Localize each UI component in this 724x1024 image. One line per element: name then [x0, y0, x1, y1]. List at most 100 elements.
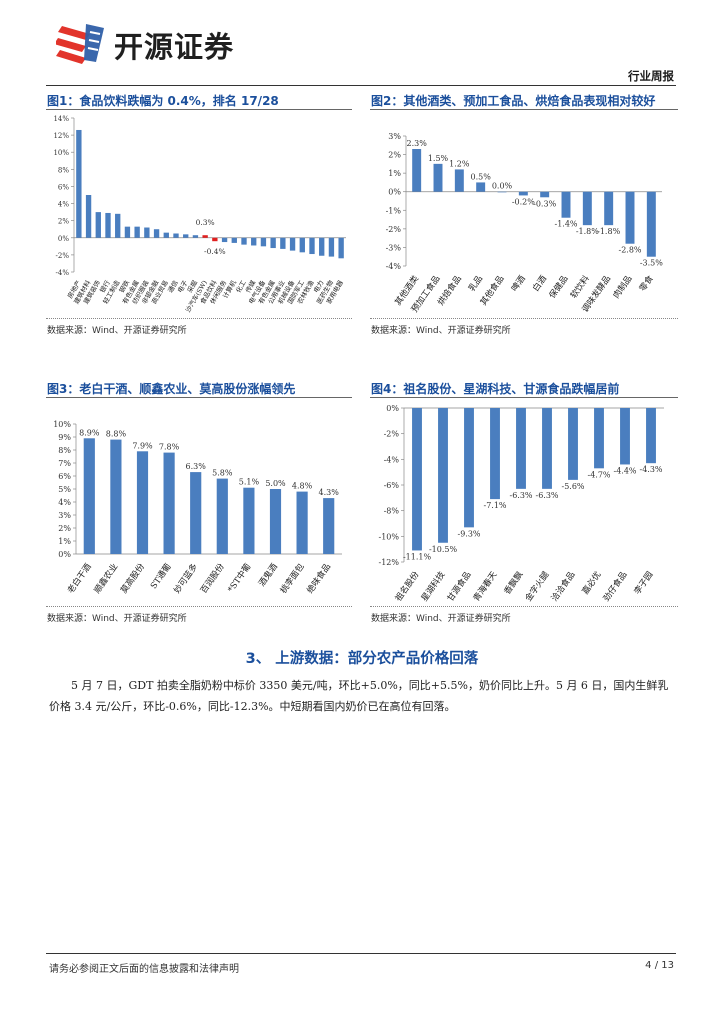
chart2-y-tick-label: 3% — [388, 132, 401, 141]
figure-2-source: 数据来源：Wind、开源证券研究所 — [371, 326, 511, 336]
chart4-bar — [412, 408, 422, 551]
chart2-data-label: -2.8% — [618, 246, 641, 255]
figure-3-chart: 0% 1% 2% 3% 4% 5% 6% 7% 8% 9% 10% 8.9% 老白干酒 8.8% 顺鑫农业 7… — [46, 398, 352, 603]
chart1-annotation: -0.4% — [204, 247, 226, 256]
figure-3-top-rule — [46, 397, 352, 398]
figure-3-bottom-rule — [46, 606, 352, 607]
chart2-bar — [518, 191, 528, 196]
chart1-y-tick-label: 4% — [58, 201, 69, 209]
chart4-bar — [594, 408, 604, 469]
chart4-category-label: 李子园 — [632, 569, 656, 596]
chart4-bar — [516, 408, 526, 489]
chart1-bar — [280, 237, 286, 249]
section-paragraph: 5 月 7 日，GDT 拍卖全脂奶粉中标价 3350 美元/吨，环比+5.0%，… — [49, 675, 679, 717]
brand-mark-icon — [56, 24, 104, 64]
chart1-bar — [173, 233, 179, 238]
chart3-data-label: 6.3% — [186, 462, 207, 471]
chart4-data-label: -9.3% — [457, 529, 480, 538]
chart2-data-label: -0.3% — [533, 199, 556, 208]
chart2-y-tick-label: 0% — [388, 188, 401, 197]
chart1-y-tick-label: -4% — [56, 269, 70, 277]
figure-1-title: 图1：食品饮料跌幅为 0.4%，排名 17/28 — [47, 94, 279, 108]
chart3-category-label: 桃李面包 — [278, 561, 307, 596]
chart1-bar — [221, 237, 228, 243]
chart3-bar — [323, 498, 335, 554]
chart3-data-label: 8.9% — [79, 428, 100, 437]
chart1-bar — [309, 237, 315, 255]
chart4-category-label: 青海春天 — [471, 569, 500, 604]
chart3-y-tick-label: 1% — [58, 537, 71, 546]
chart3-y-tick-label: 5% — [58, 485, 71, 494]
chart1-bar — [251, 237, 257, 246]
figure-3-svg: 0% 1% 2% 3% 4% 5% 6% 7% 8% 9% 10% 8.9% 老白干酒 8.8% 顺鑫农业 7… — [53, 420, 342, 596]
chart4-y-tick-label: -2% — [384, 430, 400, 439]
chart2-bar — [604, 191, 614, 226]
chart1-bar — [260, 237, 267, 247]
chart4-bar — [464, 408, 474, 528]
chart4-bar — [620, 408, 630, 465]
chart1-bar — [144, 227, 150, 238]
chart1-y-tick-label: 12% — [53, 132, 69, 140]
chart2-bar — [561, 191, 571, 218]
chart2-data-label: -3.5% — [640, 259, 663, 268]
figure-4-svg: -12% -10% -8% -6% -4% -2% 0% -11.1% 祖名股份 -10.5% 星湖… — [379, 404, 664, 604]
chart2-bar — [582, 191, 592, 226]
chart3-category-label: 酒鬼酒 — [256, 561, 280, 589]
chart4-data-label: -11.1% — [403, 552, 432, 561]
chart3-data-label: 4.3% — [319, 488, 340, 497]
chart2-category-label: 乳品 — [466, 273, 485, 293]
chart1-bar — [134, 226, 140, 238]
chart2-category-label: 白酒 — [530, 273, 549, 294]
chart2-y-tick-label: -3% — [386, 243, 402, 252]
figure-2-svg: -4%-3%-2%-1%0%1%2%3%2.3%其他酒类1.5%预加工食品1.2… — [386, 132, 664, 315]
chart4-category-label: 香飘飘 — [502, 569, 526, 597]
chart2-y-tick-label: 2% — [388, 151, 401, 160]
chart3-bar — [269, 489, 282, 554]
chart4-bar — [438, 408, 448, 543]
chart1-y-tick-label: 8% — [58, 166, 69, 174]
chart4-data-label: -6.3% — [535, 491, 558, 500]
chart2-bar — [412, 149, 422, 192]
chart1-bar — [163, 232, 169, 238]
chart4-data-label: -4.4% — [613, 466, 636, 475]
chart2-y-tick-label: -4% — [386, 262, 402, 271]
brand-name: 开源证券 — [114, 30, 235, 64]
chart4-category-label: 金字火腿 — [523, 569, 552, 604]
chart2-data-label: 2.3% — [407, 139, 428, 148]
chart2-data-label: 1.2% — [449, 159, 470, 168]
chart4-data-label: -5.6% — [561, 482, 584, 491]
chart3-data-label: 5.1% — [239, 478, 260, 487]
figure-2-bottom-rule — [370, 318, 678, 319]
chart1-y-tick-label: 10% — [53, 149, 69, 157]
chart1-bar — [202, 235, 208, 238]
paragraph-text: 5 月 7 日，GDT 拍卖全脂奶粉中标价 3350 美元/吨，环比+5.0%，… — [49, 679, 669, 713]
chart4-y-tick-label: -12% — [379, 558, 400, 567]
chart3-category-label: 莫高股份 — [118, 561, 147, 596]
chart2-bar — [433, 163, 443, 192]
chart2-bar — [454, 169, 464, 192]
chart3-y-tick-label: 8% — [58, 446, 71, 455]
chart1-bar — [153, 229, 160, 238]
chart3-bar — [296, 491, 308, 554]
chart4-category-label: 洽洽食品 — [549, 569, 578, 603]
chart3-category-label: 顺鑫农业 — [92, 561, 121, 595]
chart1-bar — [328, 237, 335, 257]
section-title: 3、 上游数据：部分农产品价格回落 — [245, 651, 479, 667]
chart2-data-label: 0.5% — [471, 172, 492, 181]
chart2-category-label: 保健品 — [547, 273, 571, 300]
chart4-y-tick-label: -8% — [384, 507, 400, 516]
chart4-data-label: -7.1% — [483, 501, 506, 510]
figure-1-top-rule — [46, 109, 352, 110]
chart2-data-label: -1.4% — [554, 220, 577, 229]
chart1-y-tick-label: 6% — [58, 183, 69, 191]
figure-4-source: 数据来源：Wind、开源证券研究所 — [371, 614, 511, 624]
chart1-bar — [338, 237, 344, 259]
chart1-bar — [299, 237, 305, 253]
chart3-bar — [83, 438, 95, 554]
figure-2-chart: -4% -3% -2% -1% 0% 1% 2% 3% 2.3% 其他酒类 1.5% 预加工食品 1.2… — [370, 110, 678, 315]
chart2-y-tick-label: 1% — [388, 169, 401, 178]
chart2-bar — [497, 191, 507, 193]
chart1-bar — [241, 237, 247, 245]
chart3-bar — [136, 451, 149, 554]
chart3-data-label: 7.8% — [159, 443, 180, 452]
